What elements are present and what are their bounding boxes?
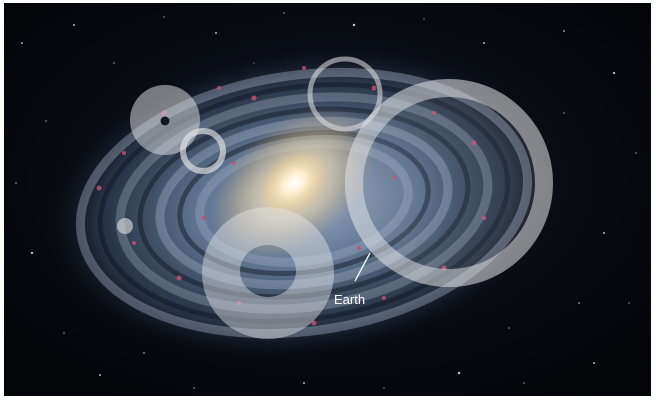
upper-left-dot <box>160 116 170 126</box>
large-ring <box>345 79 553 287</box>
overlay-circles <box>117 56 553 339</box>
star-field <box>15 12 637 389</box>
small-ring <box>180 128 226 174</box>
bottom-ring-disk <box>202 207 334 339</box>
top-ring <box>307 56 383 132</box>
earth-pointer-line <box>354 252 371 282</box>
galaxy-illustration: Earth <box>4 3 651 396</box>
tiny-dot <box>117 218 133 234</box>
earth-label: Earth <box>334 292 365 307</box>
galactic-core <box>256 147 332 219</box>
